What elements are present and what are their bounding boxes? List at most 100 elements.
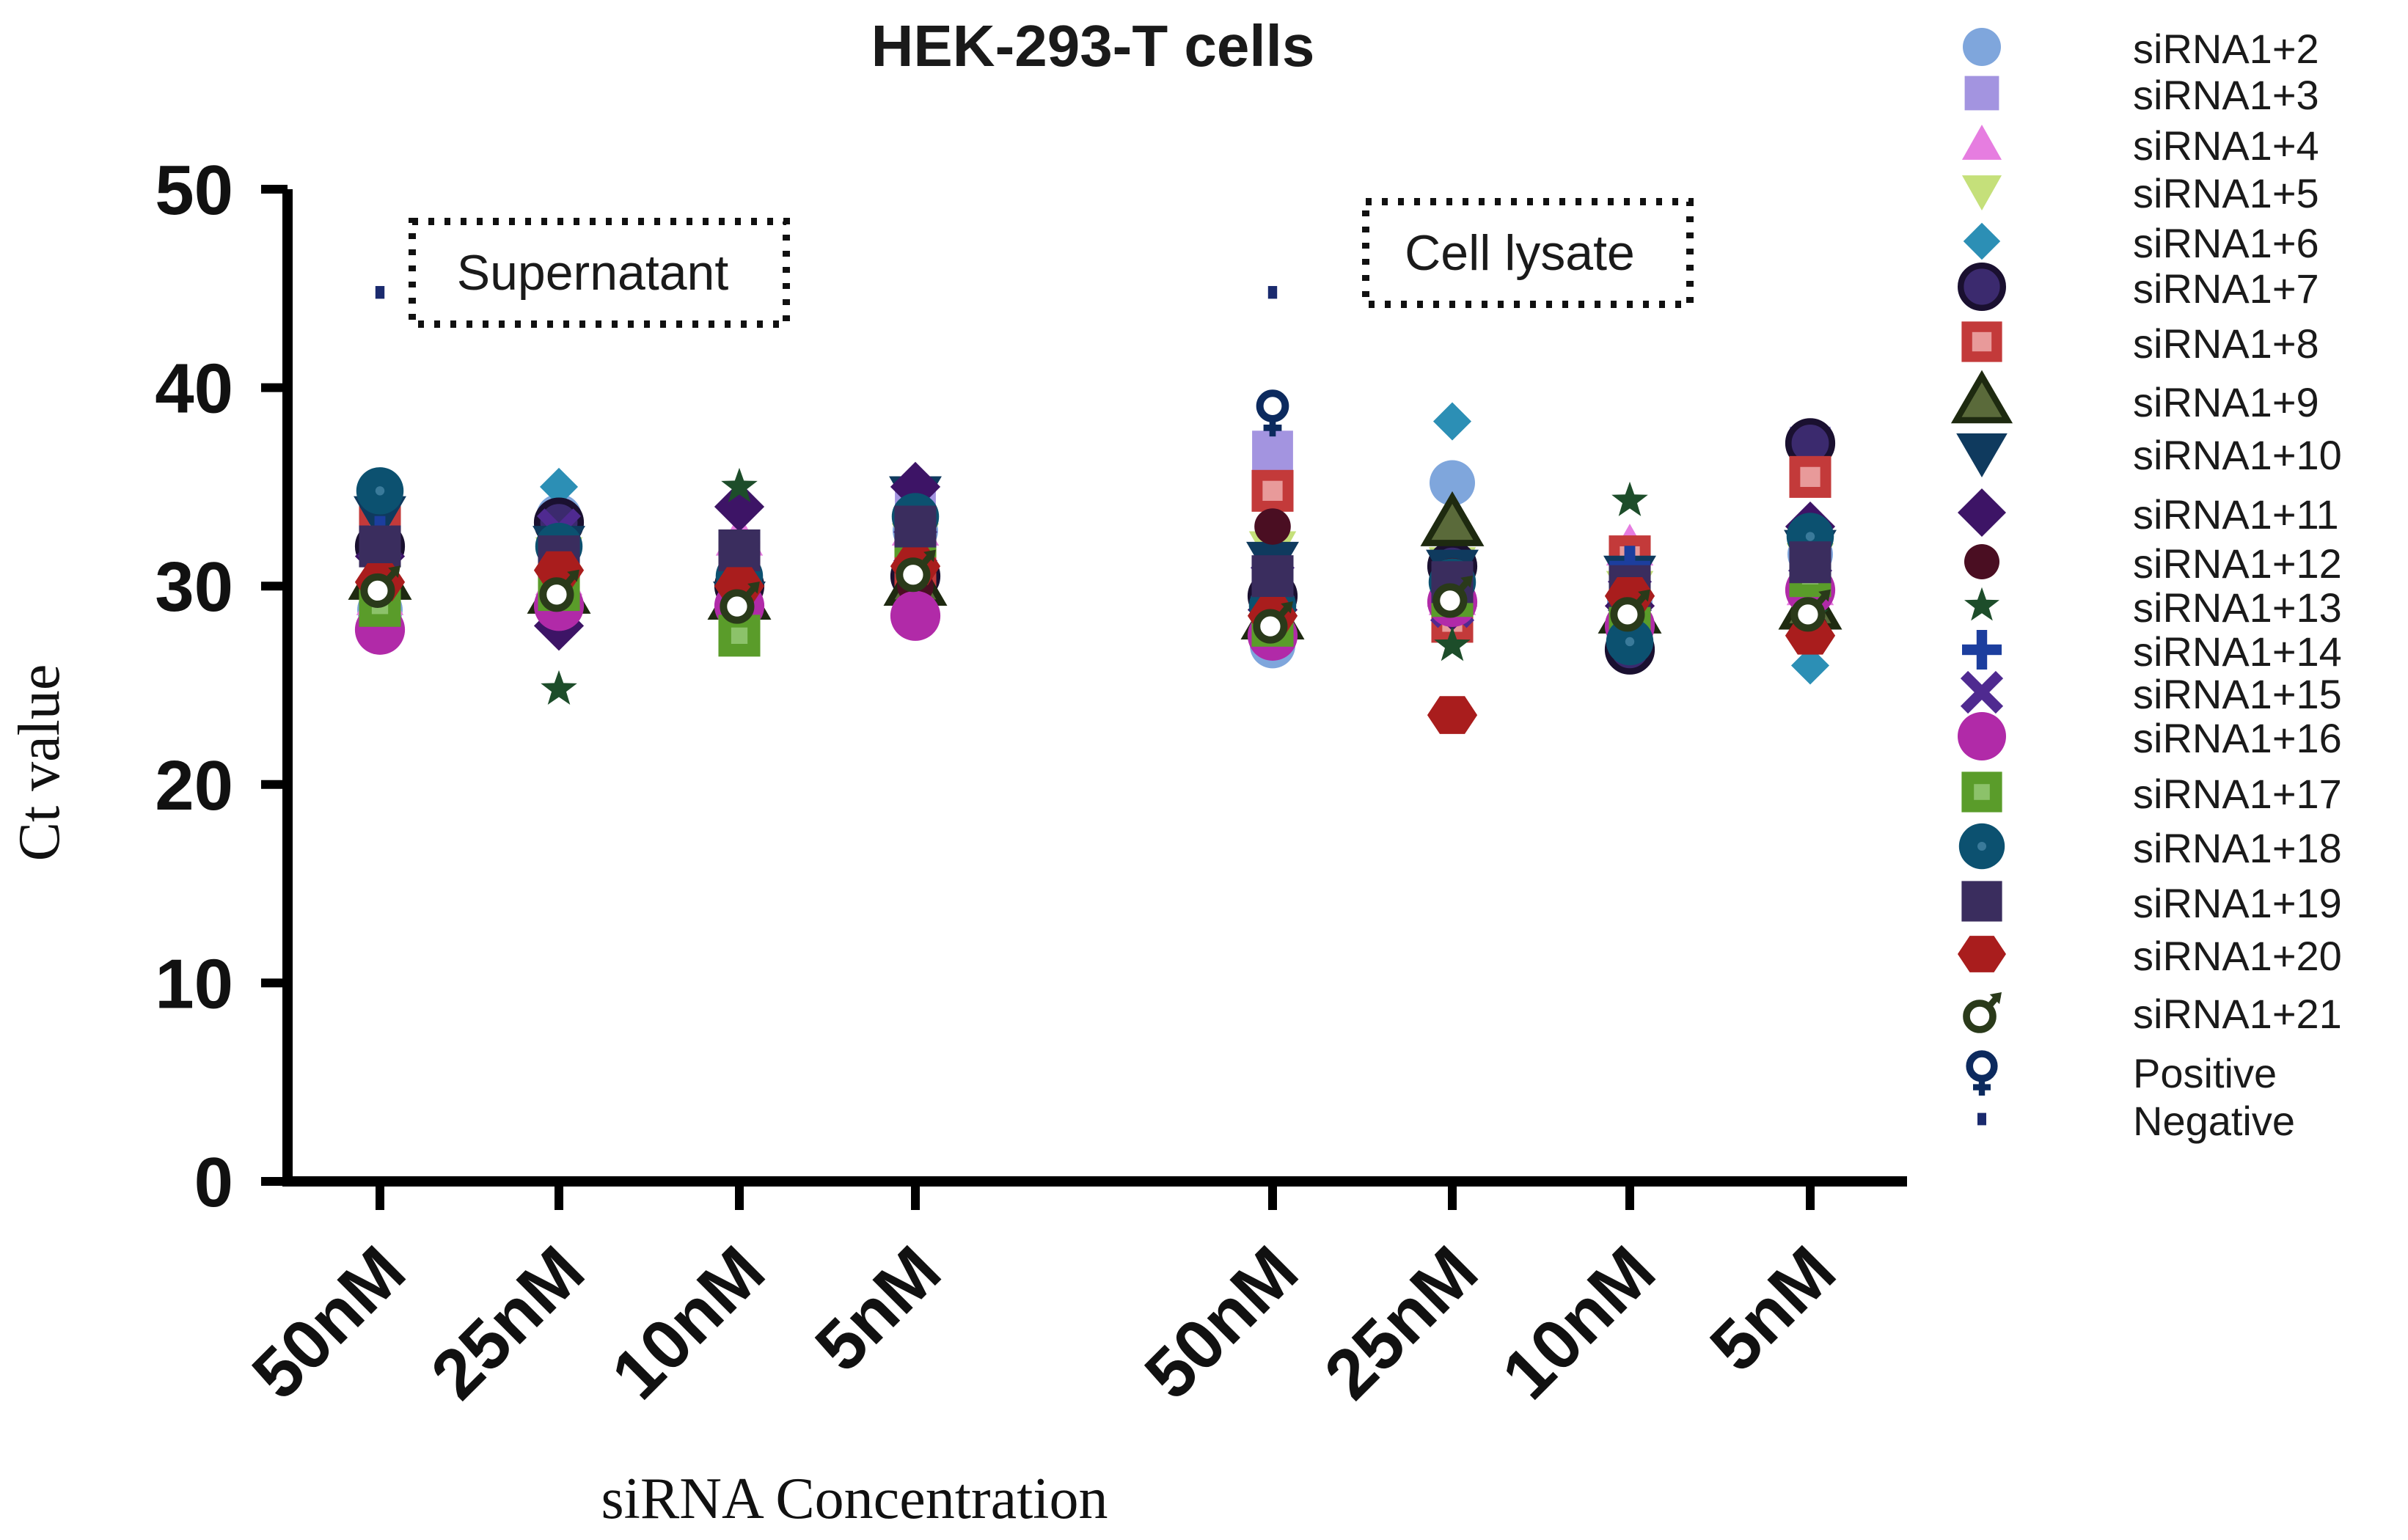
- legend-marker: [1961, 321, 2002, 362]
- legend-item-sirna1-9: siRNA1+9: [1950, 370, 2319, 425]
- legend: siRNA1+2siRNA1+3siRNA1+4siRNA1+5siRNA1+6…: [1950, 26, 2342, 1144]
- legend-label: siRNA1+9: [2133, 379, 2319, 425]
- legend-item-sirna1-20: siRNA1+20: [1958, 933, 2342, 979]
- legend-label: siRNA1+21: [2133, 991, 2342, 1037]
- legend-item-sirna1-6: siRNA1+6: [1963, 220, 2319, 266]
- data-point-sirna1-13: [1434, 626, 1471, 661]
- data-point-sirna1-13: [1611, 481, 1648, 516]
- legend-item-sirna1-2: siRNA1+2: [1963, 26, 2319, 72]
- y-tick-label: 0: [194, 1143, 233, 1222]
- data-point-sirna1-21: [1610, 589, 1650, 632]
- legend-marker: [1977, 1112, 1986, 1126]
- legend-label: siRNA1+10: [2133, 432, 2342, 478]
- x-tick-label: 5nM: [800, 1231, 955, 1386]
- legend-marker: [1958, 488, 2006, 537]
- supernatant-box: [409, 218, 790, 328]
- legend-marker: [1957, 263, 2006, 312]
- legend-label: Positive: [2133, 1050, 2277, 1096]
- legend-label: siRNA1+17: [2133, 771, 2342, 817]
- legend-item-sirna1-10: siRNA1+10: [1956, 432, 2342, 478]
- data-point-sirna1-8: [1789, 455, 1831, 498]
- legend-item-sirna1-21: siRNA1+21: [1963, 991, 2342, 1037]
- axes: [282, 189, 1907, 1187]
- legend-marker: [1956, 433, 2008, 477]
- data-point-negative: [375, 286, 385, 299]
- x-tick-label: 25nM: [1310, 1231, 1493, 1414]
- data-point-sirna1-19: [894, 505, 937, 548]
- y-tick-label: 50: [155, 151, 233, 230]
- legend-item-sirna1-4: siRNA1+4: [1961, 122, 2319, 169]
- legend-label: siRNA1+15: [2133, 671, 2342, 717]
- y-tick-label: 20: [155, 747, 233, 825]
- legend-marker: [1963, 992, 2002, 1033]
- legend-label: siRNA1+14: [2133, 628, 2342, 675]
- data-point-sirna1-18: [356, 467, 404, 515]
- legend-item-sirna1-17: siRNA1+17: [1961, 771, 2342, 817]
- legend-marker: [1963, 222, 2001, 260]
- legend-label: Negative: [2133, 1098, 2295, 1144]
- legend-label: siRNA1+7: [2133, 265, 2319, 312]
- data-point-sirna1-11: [714, 481, 765, 532]
- legend-item-sirna1-7: siRNA1+7: [1957, 263, 2319, 312]
- supernatant-label: Supernatant: [457, 245, 729, 301]
- y-axis-label: Ct value: [7, 664, 72, 862]
- data-point-sirna1-20: [1427, 696, 1478, 734]
- legend-item-sirna1-16: siRNA1+16: [1958, 712, 2342, 761]
- legend-marker: [1958, 823, 2005, 870]
- legend-label: siRNA1+2: [2133, 26, 2319, 72]
- x-tick-label: 50nM: [1130, 1231, 1313, 1414]
- y-tick-label: 40: [155, 350, 233, 428]
- legend-label: siRNA1+4: [2133, 122, 2319, 169]
- legend-item-positive: Positive: [1966, 1050, 2277, 1096]
- legend-label: siRNA1+12: [2133, 540, 2342, 587]
- legend-item-sirna1-18: siRNA1+18: [1958, 823, 2342, 871]
- legend-item-sirna1-15: siRNA1+15: [1960, 670, 2342, 717]
- data-point-sirna1-6: [539, 467, 579, 506]
- x-tick-label: 50nM: [238, 1231, 420, 1414]
- legend-marker: [1958, 936, 2006, 972]
- data-point-sirna1-13: [541, 670, 577, 705]
- annotations: Supernatant Cell lysate: [409, 198, 1694, 328]
- legend-item-sirna1-5: siRNA1+5: [1961, 170, 2319, 216]
- legend-label: siRNA1+11: [2133, 491, 2339, 538]
- legend-marker: [1961, 175, 2002, 210]
- data-point-sirna1-13: [721, 467, 758, 502]
- legend-item-sirna1-12: siRNA1+12: [1964, 540, 2342, 587]
- legend-marker: [1960, 670, 2004, 714]
- data-point-sirna1-21: [896, 549, 936, 593]
- legend-marker: [1961, 881, 2002, 922]
- legend-marker: [1964, 544, 1999, 579]
- legend-marker: [1961, 125, 2002, 160]
- data-point-sirna1-6: [1790, 646, 1830, 685]
- legend-marker: [1964, 587, 1999, 621]
- data-point-sirna1-6: [1432, 402, 1472, 441]
- x-tick-label: 5nM: [1695, 1231, 1850, 1386]
- legend-item-negative: Negative: [1977, 1098, 2295, 1144]
- data-point-sirna1-19: [1251, 555, 1294, 598]
- x-tick-label: 25nM: [417, 1231, 599, 1414]
- legend-item-sirna1-13: siRNA1+13: [1964, 584, 2342, 631]
- data-point-positive: [1256, 389, 1289, 437]
- data-point-sirna1-2: [1430, 460, 1475, 506]
- data-point-sirna1-3: [1252, 430, 1293, 472]
- data-point-sirna1-21: [360, 565, 400, 608]
- y-tick-label: 10: [155, 945, 233, 1023]
- legend-item-sirna1-19: siRNA1+19: [1961, 880, 2342, 926]
- y-tick-label: 30: [155, 548, 233, 626]
- data-point-sirna1-21: [1432, 575, 1473, 618]
- cell-lysate-label: Cell lysate: [1405, 225, 1635, 281]
- legend-label: siRNA1+18: [2133, 825, 2342, 871]
- legend-item-sirna1-3: siRNA1+3: [1964, 72, 2319, 118]
- cell-lysate-box: [1362, 198, 1694, 308]
- legend-label: siRNA1+5: [2133, 170, 2319, 216]
- y-ticks: 0 10 20 30 40 50: [155, 151, 288, 1222]
- legend-label: siRNA1+19: [2133, 880, 2342, 926]
- legend-marker: [1958, 712, 2006, 760]
- data-point-sirna1-16: [890, 590, 941, 641]
- legend-label: siRNA1+3: [2133, 72, 2319, 118]
- data-point-sirna1-9: [1420, 491, 1485, 546]
- legend-marker: [1963, 28, 2001, 66]
- legend-label: siRNA1+13: [2133, 584, 2342, 631]
